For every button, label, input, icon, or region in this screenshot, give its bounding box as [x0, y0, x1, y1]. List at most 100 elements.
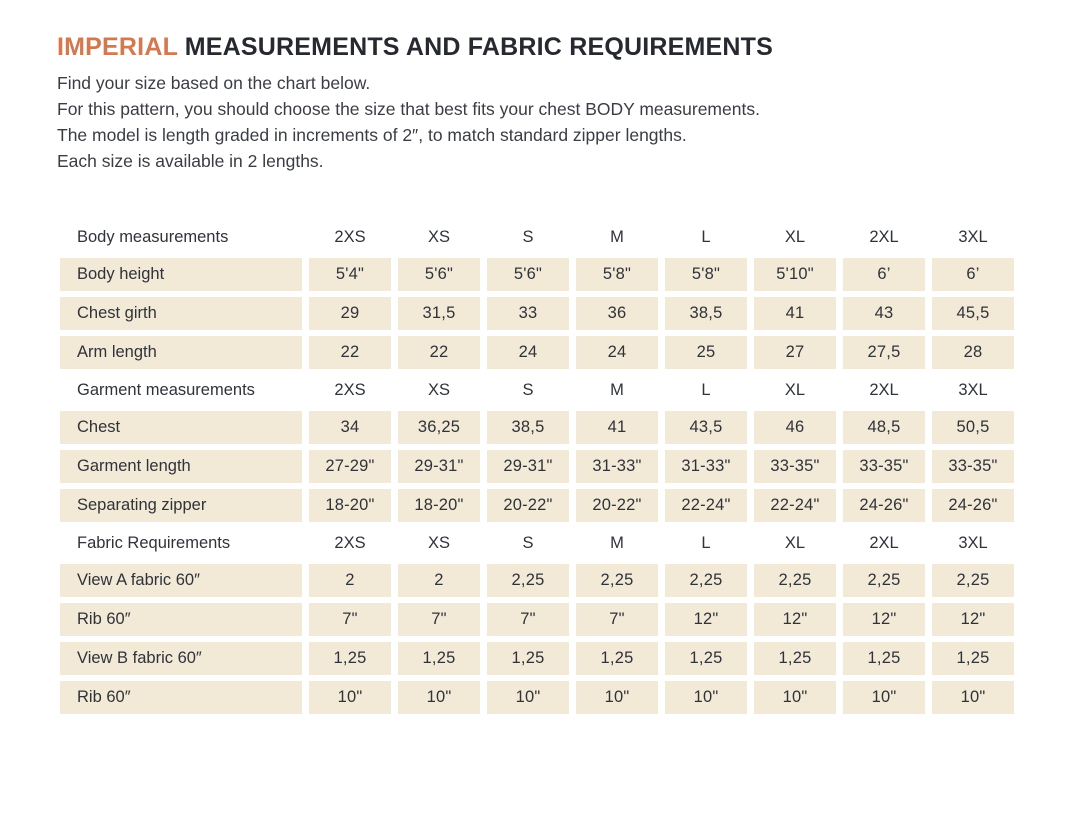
value-cell: 10": [843, 681, 925, 714]
row-label: Garment length: [60, 450, 302, 483]
value-cell: 33-35": [754, 450, 836, 483]
size-column-header: XL: [754, 375, 836, 405]
row-label: View B fabric 60″: [60, 642, 302, 675]
size-column-header: L: [665, 528, 747, 558]
value-cell: 5'8": [576, 258, 658, 291]
size-column-header: 2XS: [309, 222, 391, 252]
size-column-header: XS: [398, 528, 480, 558]
value-cell: 34: [309, 411, 391, 444]
value-cell: 48,5: [843, 411, 925, 444]
section-header-label: Body measurements: [60, 222, 302, 252]
value-cell: 25: [665, 336, 747, 369]
size-column-header: 2XS: [309, 375, 391, 405]
value-cell: 7": [309, 603, 391, 636]
value-cell: 29-31": [487, 450, 569, 483]
value-cell: 50,5: [932, 411, 1014, 444]
value-cell: 12": [932, 603, 1014, 636]
value-cell: 2,25: [665, 564, 747, 597]
section-header-label: Garment measurements: [60, 375, 302, 405]
value-cell: 5'4": [309, 258, 391, 291]
intro-text: Find your size based on the chart below.…: [57, 70, 1010, 174]
row-label: Rib 60″: [60, 681, 302, 714]
value-cell: 2,25: [843, 564, 925, 597]
row-label: Separating zipper: [60, 489, 302, 522]
value-cell: 27-29": [309, 450, 391, 483]
value-cell: 29: [309, 297, 391, 330]
size-column-header: 3XL: [932, 528, 1014, 558]
row-label: View A fabric 60″: [60, 564, 302, 597]
value-cell: 22: [309, 336, 391, 369]
value-cell: 10": [398, 681, 480, 714]
value-cell: 46: [754, 411, 836, 444]
page-title-rest: MEASUREMENTS AND FABRIC REQUIREMENTS: [184, 33, 774, 61]
size-column-header: 3XL: [932, 222, 1014, 252]
intro-line: Each size is available in 2 lengths.: [57, 151, 324, 171]
value-cell: 20-22": [487, 489, 569, 522]
value-cell: 43: [843, 297, 925, 330]
value-cell: 41: [576, 411, 658, 444]
size-column-header: M: [576, 375, 658, 405]
row-label: Chest girth: [60, 297, 302, 330]
size-column-header: 2XL: [843, 528, 925, 558]
pattern-size-sheet: IMPERIAL MEASUREMENTS AND FABRIC REQUIRE…: [57, 33, 1014, 714]
section-header-label: Fabric Requirements: [60, 528, 302, 558]
value-cell: 6’: [932, 258, 1014, 291]
value-cell: 38,5: [665, 297, 747, 330]
value-cell: 5'10": [754, 258, 836, 291]
value-cell: 24-26": [932, 489, 1014, 522]
row-label: Arm length: [60, 336, 302, 369]
value-cell: 24: [576, 336, 658, 369]
value-cell: 2: [398, 564, 480, 597]
size-column-header: S: [487, 375, 569, 405]
value-cell: 33: [487, 297, 569, 330]
size-column-header: 2XL: [843, 222, 925, 252]
size-column-header: L: [665, 222, 747, 252]
intro-line: For this pattern, you should choose the …: [57, 99, 760, 119]
value-cell: 2: [309, 564, 391, 597]
value-cell: 33-35": [932, 450, 1014, 483]
intro-line: Find your size based on the chart below.: [57, 73, 371, 93]
size-column-header: XS: [398, 222, 480, 252]
value-cell: 12": [665, 603, 747, 636]
value-cell: 29-31": [398, 450, 480, 483]
value-cell: 5'8": [665, 258, 747, 291]
value-cell: 41: [754, 297, 836, 330]
value-cell: 2,25: [487, 564, 569, 597]
value-cell: 45,5: [932, 297, 1014, 330]
value-cell: 1,25: [309, 642, 391, 675]
value-cell: 22: [398, 336, 480, 369]
value-cell: 7": [398, 603, 480, 636]
size-column-header: L: [665, 375, 747, 405]
value-cell: 38,5: [487, 411, 569, 444]
value-cell: 27: [754, 336, 836, 369]
value-cell: 1,25: [754, 642, 836, 675]
size-column-header: 2XL: [843, 375, 925, 405]
value-cell: 18-20": [309, 489, 391, 522]
size-column-header: M: [576, 528, 658, 558]
value-cell: 18-20": [398, 489, 480, 522]
value-cell: 22-24": [665, 489, 747, 522]
value-cell: 20-22": [576, 489, 658, 522]
value-cell: 1,25: [932, 642, 1014, 675]
value-cell: 7": [487, 603, 569, 636]
value-cell: 10": [309, 681, 391, 714]
value-cell: 6’: [843, 258, 925, 291]
value-cell: 24: [487, 336, 569, 369]
value-cell: 10": [665, 681, 747, 714]
row-label: Chest: [60, 411, 302, 444]
value-cell: 1,25: [487, 642, 569, 675]
value-cell: 24-26": [843, 489, 925, 522]
value-cell: 31-33": [665, 450, 747, 483]
value-cell: 1,25: [576, 642, 658, 675]
value-cell: 28: [932, 336, 1014, 369]
size-column-header: M: [576, 222, 658, 252]
size-column-header: XS: [398, 375, 480, 405]
value-cell: 43,5: [665, 411, 747, 444]
value-cell: 36: [576, 297, 658, 330]
value-cell: 5'6": [398, 258, 480, 291]
value-cell: 10": [487, 681, 569, 714]
size-column-header: 2XS: [309, 528, 391, 558]
size-column-header: S: [487, 222, 569, 252]
value-cell: 1,25: [398, 642, 480, 675]
value-cell: 2,25: [932, 564, 1014, 597]
